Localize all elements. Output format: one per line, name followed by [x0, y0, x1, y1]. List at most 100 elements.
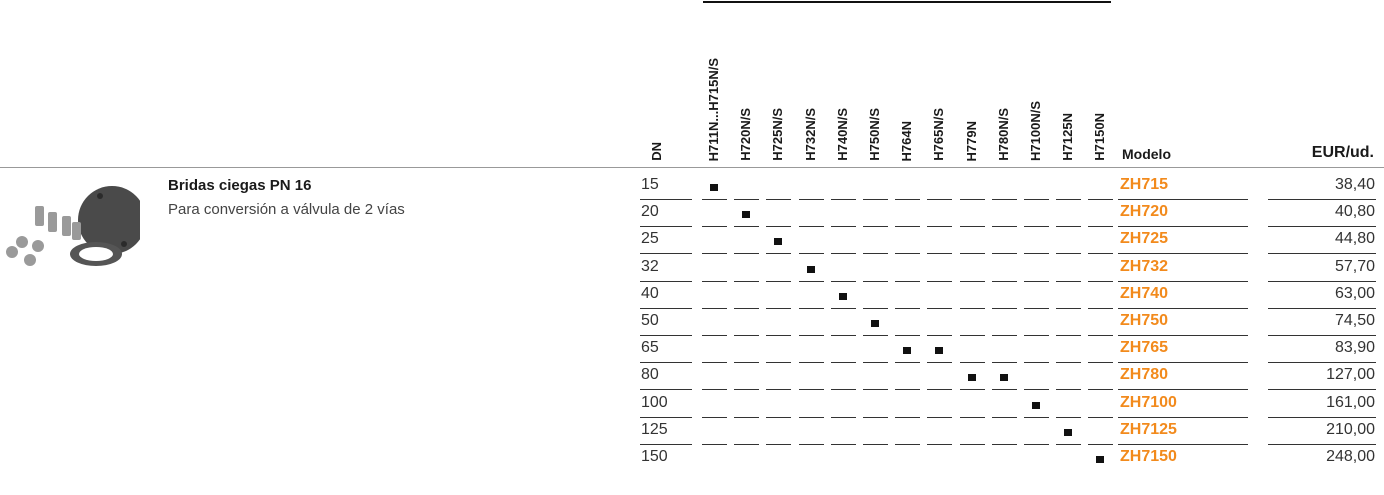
- row-rule: [927, 226, 953, 228]
- row-rule: [927, 335, 953, 336]
- row-rule: [895, 253, 921, 255]
- row-rule: [927, 443, 953, 445]
- row-rule: [1268, 362, 1376, 364]
- row-rule: [959, 280, 985, 282]
- dn-header: DN: [649, 142, 664, 161]
- model-cell: ZH720: [1120, 203, 1169, 221]
- row-rule: [766, 416, 792, 418]
- row-rule: [959, 443, 985, 445]
- row-rule: [991, 416, 1017, 418]
- row-rule: [927, 389, 953, 391]
- row-rule: [991, 389, 1017, 391]
- row-rule: [734, 253, 760, 255]
- row-rule: [1088, 307, 1114, 309]
- row-rule: [798, 280, 824, 282]
- row-rule: [1268, 226, 1376, 228]
- valve-header: H725N/S: [770, 108, 786, 161]
- row-rule: [1024, 307, 1049, 309]
- row-rule: [927, 416, 953, 418]
- row-rule: [702, 226, 727, 228]
- row-rule: [766, 226, 792, 228]
- valve-header: H7150N: [1092, 113, 1108, 161]
- row-rule: [895, 280, 921, 282]
- row-rule: [895, 389, 921, 391]
- row-rule: [1056, 307, 1082, 309]
- row-rule: [702, 280, 727, 282]
- valve-header: H7125N: [1060, 113, 1076, 161]
- row-rule: [1024, 253, 1049, 255]
- row-rule: [959, 199, 985, 200]
- row-rule: [863, 389, 888, 391]
- row-rule: [734, 226, 760, 228]
- row-rule: [1088, 362, 1114, 364]
- row-rule: [895, 335, 921, 336]
- row-rule: [1056, 199, 1082, 200]
- row-rule: [798, 335, 824, 336]
- row-rule: [1118, 280, 1248, 282]
- row-rule: [798, 443, 824, 445]
- row-rule: [1024, 362, 1049, 364]
- row-rule: [863, 443, 888, 445]
- compat-mark: [935, 347, 944, 355]
- compat-mark: [871, 320, 879, 327]
- row-rule: [991, 335, 1017, 336]
- valve-header: H765N/S: [931, 108, 947, 161]
- compat-mark: [903, 347, 912, 355]
- compat-mark: [838, 292, 847, 300]
- dn-cell: 80: [641, 366, 659, 384]
- row-rule: [863, 307, 888, 309]
- row-rule: [766, 307, 792, 309]
- row-rule: [734, 199, 760, 200]
- model-cell: ZH7125: [1120, 420, 1177, 438]
- row-rule: [734, 280, 760, 282]
- model-cell: ZH765: [1120, 339, 1169, 357]
- row-rule: [702, 253, 727, 255]
- row-rule: [863, 226, 888, 228]
- product-description: Para conversión a válvula de 2 vías: [168, 201, 405, 218]
- row-rule: [1088, 280, 1114, 282]
- row-rule: [702, 416, 727, 418]
- row-rule: [798, 199, 824, 200]
- row-rule: [1118, 226, 1248, 228]
- model-cell: ZH715: [1120, 176, 1169, 193]
- valve-header: H750N/S: [867, 108, 882, 161]
- row-rule: [959, 416, 985, 418]
- price-cell: 210,00: [1326, 420, 1375, 438]
- row-rule: [863, 362, 888, 364]
- dn-cell: 100: [641, 393, 668, 411]
- row-rule: [640, 253, 692, 255]
- row-rule: [863, 253, 888, 255]
- model-cell: ZH740: [1120, 284, 1169, 302]
- row-rule: [830, 307, 856, 309]
- model-cell: ZH732: [1120, 257, 1169, 275]
- model-cell: ZH7100: [1120, 393, 1177, 411]
- row-rule: [1118, 199, 1248, 200]
- row-rule: [702, 389, 727, 391]
- row-rule: [830, 280, 856, 282]
- row-rule: [895, 307, 921, 309]
- row-rule: [927, 199, 953, 200]
- header-rule: [0, 167, 1384, 168]
- valve-header: H7100N/S: [1028, 101, 1043, 161]
- row-rule: [766, 335, 792, 336]
- row-rule: [1268, 389, 1376, 391]
- valve-header: H779N: [963, 120, 979, 161]
- compat-mark: [774, 238, 783, 246]
- row-rule: [702, 362, 727, 364]
- row-rule: [1268, 199, 1376, 200]
- row-rule: [1088, 253, 1114, 255]
- model-header: Modelo: [1122, 146, 1171, 162]
- row-rule: [1024, 335, 1049, 336]
- row-rule: [991, 199, 1017, 200]
- model-cell: ZH780: [1120, 366, 1169, 384]
- row-rule: [1056, 253, 1082, 255]
- row-rule: [798, 389, 824, 391]
- dn-cell: 65: [641, 339, 659, 357]
- row-rule: [1056, 280, 1082, 282]
- row-rule: [1118, 307, 1248, 309]
- row-rule: [798, 307, 824, 309]
- price-cell: 127,00: [1326, 366, 1375, 384]
- row-rule: [830, 362, 856, 364]
- compat-mark: [806, 265, 815, 273]
